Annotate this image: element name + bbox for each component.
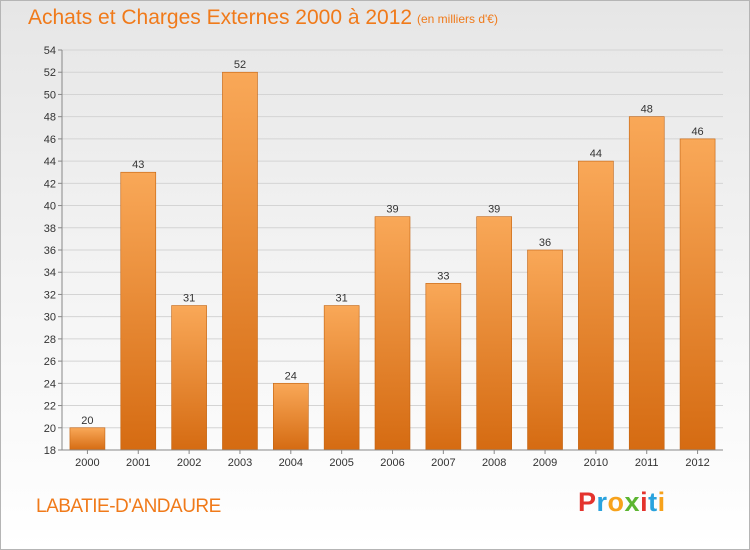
logo-letter: i (640, 487, 649, 517)
x-tick-label: 2002 (177, 457, 201, 469)
y-tick-label: 50 (44, 89, 56, 101)
y-tick-label: 18 (44, 445, 56, 457)
y-tick-label: 34 (44, 267, 56, 279)
bar-2003 (222, 71, 258, 451)
x-tick-label: 2007 (431, 457, 455, 469)
bar-2005 (323, 305, 360, 451)
y-tick-label: 54 (44, 45, 56, 57)
y-tick-label: 30 (44, 312, 56, 324)
y-tick-label: 46 (44, 134, 56, 146)
y-tick-label: 38 (44, 223, 56, 235)
bar-2002 (171, 305, 207, 451)
y-tick-label: 42 (44, 178, 56, 190)
x-tick-label: 2000 (75, 457, 99, 469)
y-tick-label: 32 (44, 289, 56, 301)
bar-2001 (120, 171, 157, 451)
bar-value-label: 48 (641, 104, 653, 116)
y-tick-label: 40 (44, 201, 56, 213)
bar-value-label: 39 (488, 204, 500, 216)
bars (69, 71, 716, 451)
bar-value-label: 31 (183, 293, 195, 305)
bar-2007 (425, 283, 462, 451)
x-tick-label: 2006 (380, 457, 404, 469)
x-tick-label: 2001 (126, 457, 150, 469)
bar-value-label: 46 (691, 126, 703, 138)
y-tick-label: 36 (44, 245, 56, 257)
y-tick-label: 26 (44, 356, 56, 368)
y-tick-label: 28 (44, 334, 56, 346)
x-tick-label: 2004 (279, 457, 303, 469)
axes (58, 49, 723, 454)
bar-value-label: 24 (285, 370, 297, 382)
labels: 18 20 22 24 26 28 30 32 34 36 38 40 42 44 46 48 50 52 54 20… (44, 45, 710, 469)
bar-2010 (578, 160, 614, 451)
logo-letter: x (624, 487, 641, 517)
y-tick-label: 48 (44, 112, 56, 124)
commune-name: LABATIE-D'ANDAURE (36, 496, 221, 517)
bar-2012 (679, 138, 716, 451)
chart-title: Achats et Charges Externes 2000 à 2012 (28, 6, 413, 29)
y-tick-label: 24 (44, 378, 56, 390)
proxiti-logo[interactable]: Proxiti (578, 487, 666, 518)
bar-value-label: 39 (386, 204, 398, 216)
bar-2009 (527, 249, 563, 451)
bar-value-label: 33 (437, 270, 449, 282)
bar-value-label: 44 (590, 148, 602, 160)
logo-letter: o (607, 487, 625, 517)
bar-value-label: 52 (234, 59, 246, 71)
y-tick-label: 20 (44, 423, 56, 435)
y-tick-label: 52 (44, 67, 56, 79)
y-tick-label: 22 (44, 401, 56, 413)
bar-2000 (69, 427, 106, 451)
x-tick-label: 2011 (635, 457, 659, 469)
x-tick-label: 2003 (228, 457, 252, 469)
logo-letter: P (578, 487, 597, 517)
bar-2008 (476, 216, 512, 451)
x-tick-label: 2009 (533, 457, 557, 469)
x-tick-label: 2010 (584, 457, 608, 469)
bar-2004 (273, 383, 309, 451)
bar-value-label: 43 (132, 159, 144, 171)
bar-value-label: 31 (336, 293, 348, 305)
logo-letter: r (596, 487, 608, 517)
x-tick-label: 2012 (685, 457, 709, 469)
chart-subtitle: (en milliers d'€) (417, 12, 498, 26)
y-tick-label: 44 (44, 156, 56, 168)
logo-letter: t (648, 487, 658, 517)
bar-2011 (628, 116, 665, 451)
bar-value-label: 36 (539, 237, 551, 249)
x-tick-label: 2008 (482, 457, 506, 469)
logo-letter: i (657, 487, 666, 517)
bar-2006 (374, 216, 411, 451)
bar-value-label: 20 (81, 415, 93, 427)
x-tick-label: 2005 (329, 457, 353, 469)
